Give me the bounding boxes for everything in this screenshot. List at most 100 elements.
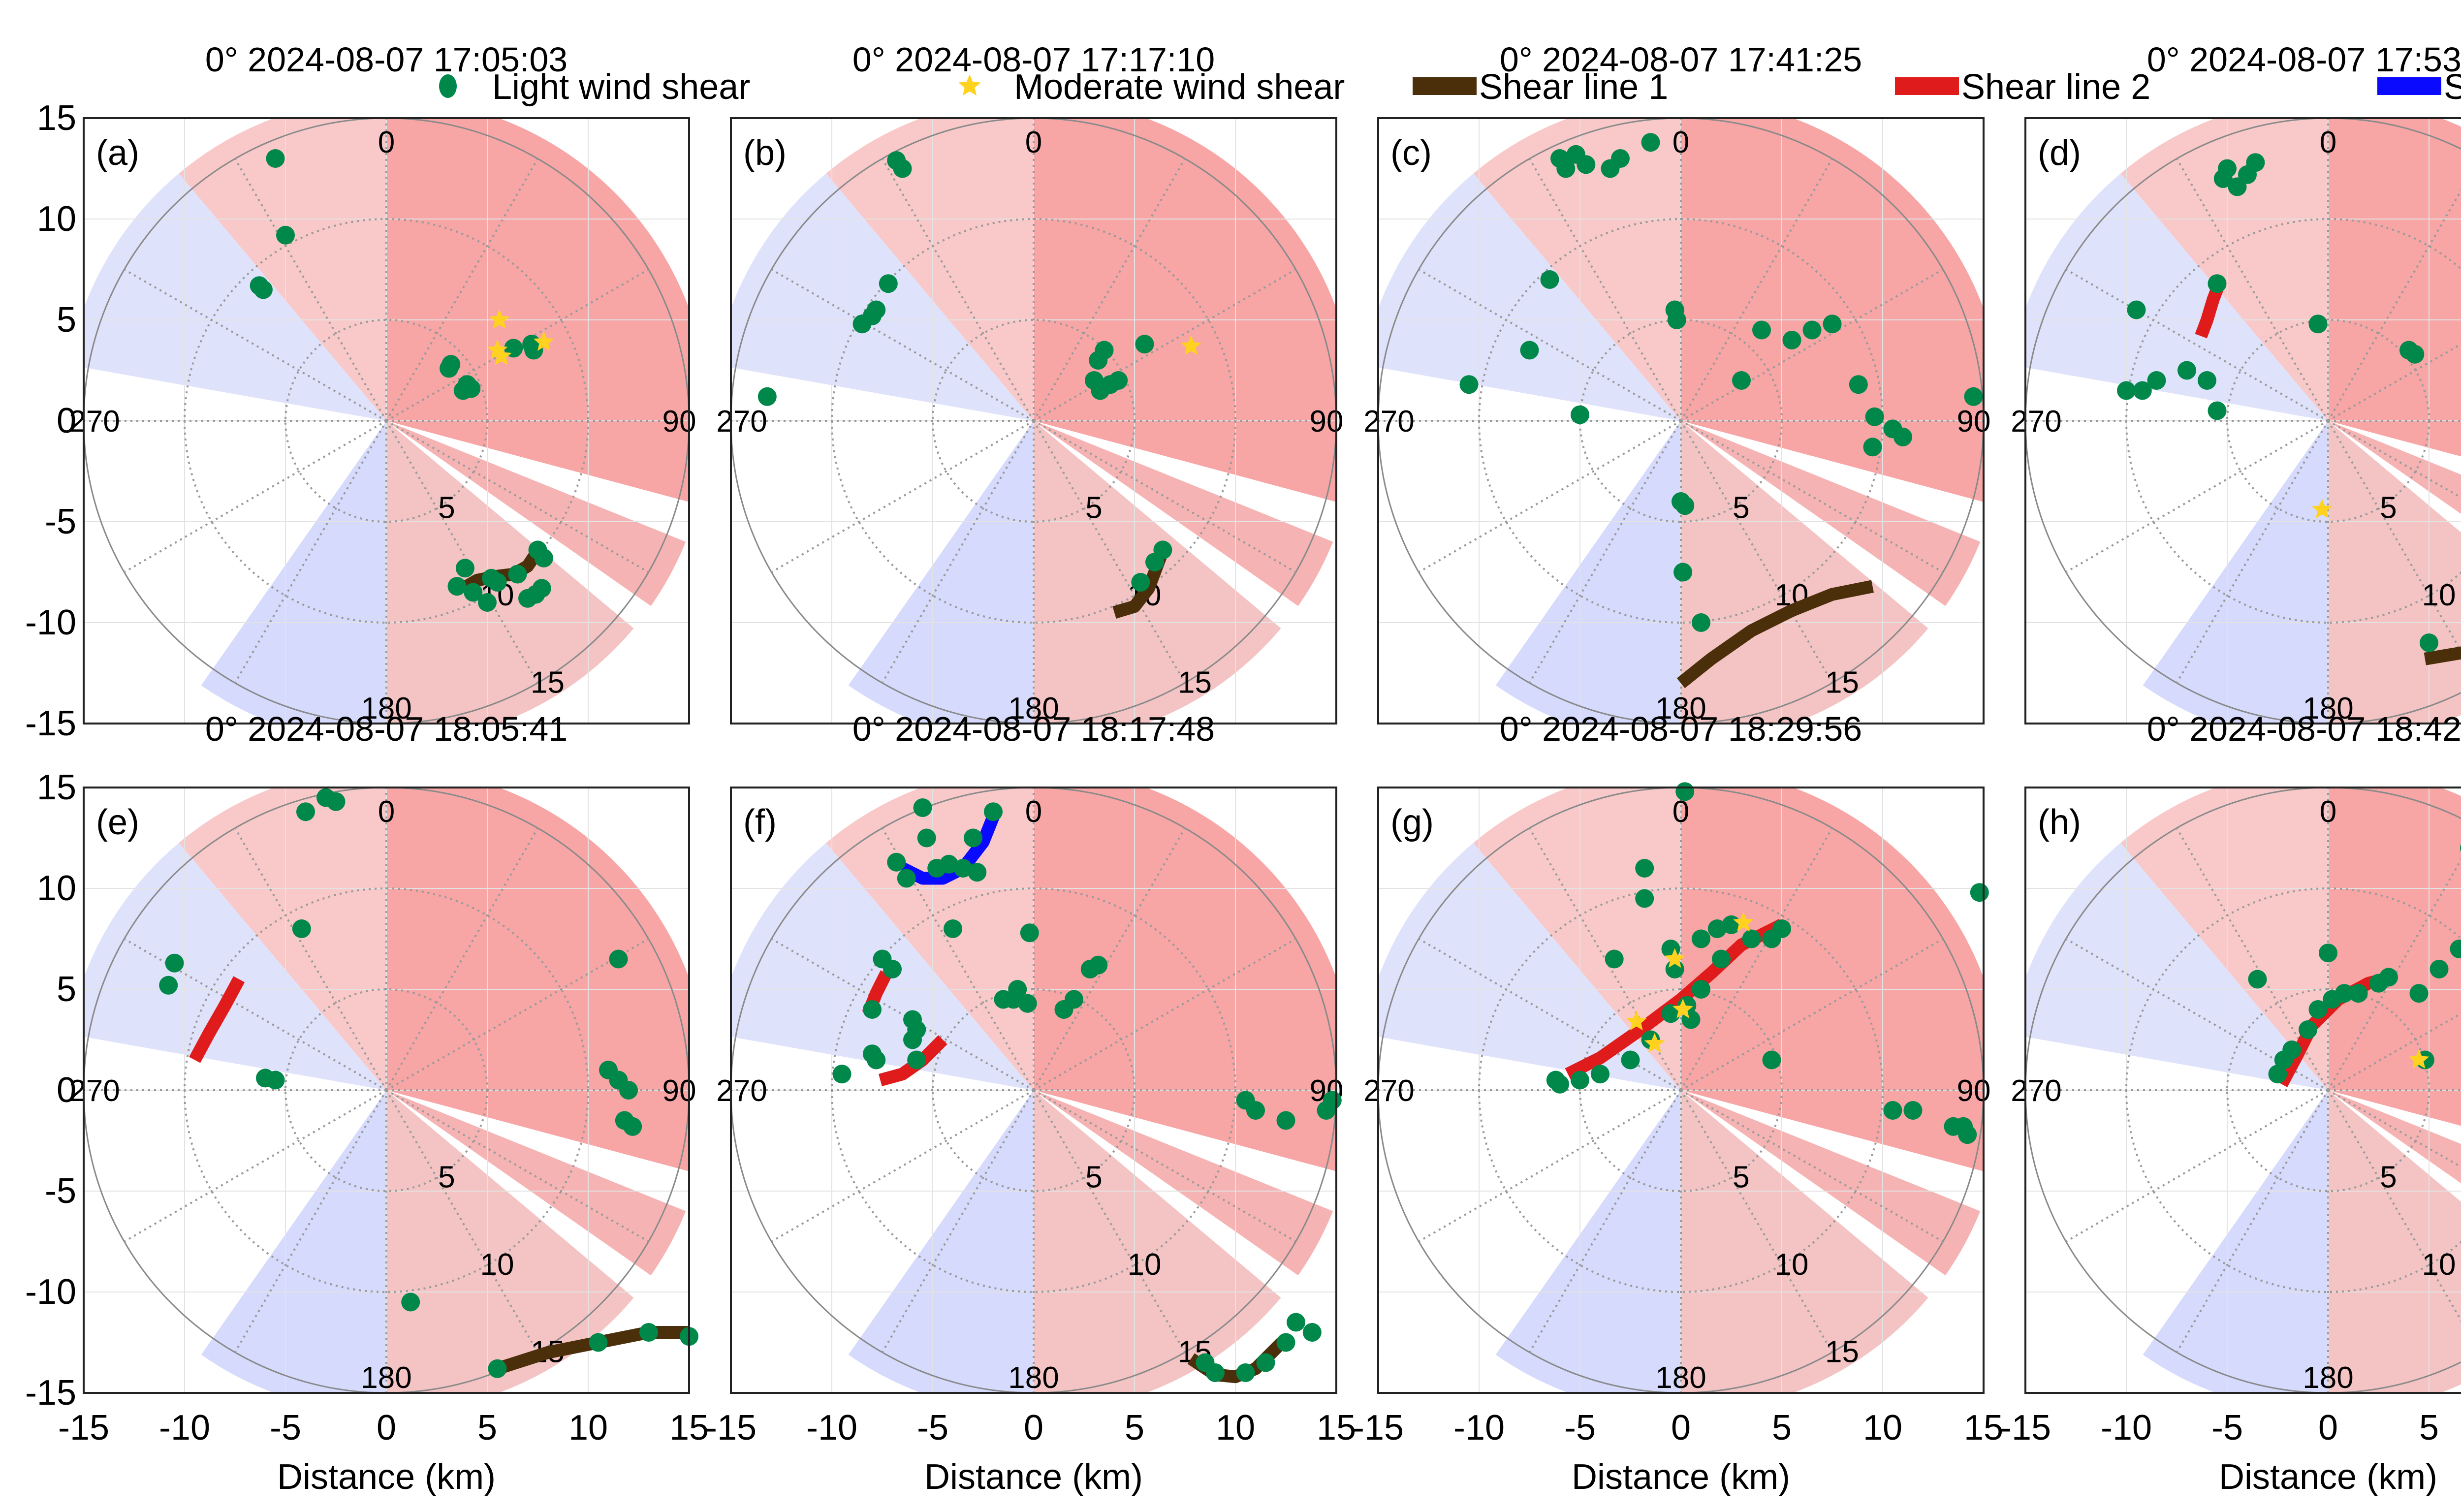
angle-label-180: 180	[2303, 692, 2353, 725]
x-tick-label: -15	[1353, 1408, 1404, 1448]
light-wind-shear-point	[867, 1050, 886, 1070]
light-wind-shear-point	[1571, 405, 1589, 424]
axes-box	[2024, 787, 2461, 1394]
range-label: 10	[2422, 578, 2456, 612]
light-wind-shear-point	[1236, 1363, 1255, 1382]
range-label: 10	[1775, 1248, 1809, 1282]
light-wind-shear-point	[462, 379, 481, 398]
legend-label: Light wind shear	[492, 67, 750, 107]
velocity-sector	[1034, 788, 1336, 1171]
angle-label-270: 270	[716, 405, 767, 439]
light-wind-shear-point	[2420, 633, 2438, 652]
panel-a: 0° 2024-08-07 17:05:03 0 90 180 270 5 10 15 (a) 1…	[25, 40, 696, 743]
angle-label-90: 90	[1310, 405, 1344, 439]
velocity-sector	[1378, 843, 1681, 1090]
light-wind-shear-point	[1520, 341, 1539, 360]
light-wind-shear-point	[1591, 1065, 1609, 1084]
velocity-sector	[386, 1090, 686, 1276]
light-wind-shear-point	[1673, 563, 1693, 582]
range-label: 5	[438, 491, 455, 525]
x-tick-label: 15	[1964, 1408, 2003, 1448]
velocity-sector	[848, 1090, 1034, 1393]
angle-label-270: 270	[69, 1074, 120, 1108]
panel-h: 0° 2024-08-07 18:42:0409018027051015(h)-…	[2000, 710, 2461, 1497]
legend-marker-line-icon	[1895, 77, 1959, 95]
velocity-sector	[1681, 1090, 1981, 1276]
light-wind-shear-point	[639, 1323, 658, 1342]
light-wind-shear-point	[1958, 1125, 1977, 1144]
light-wind-shear-point	[2335, 984, 2354, 1003]
angle-label-0: 0	[1672, 126, 1689, 159]
y-tick-label: 5	[57, 300, 76, 340]
angle-label-180: 180	[361, 1361, 411, 1395]
velocity-sector	[386, 118, 689, 502]
light-wind-shear-point	[1550, 1074, 1569, 1094]
panel-title: 0° 2024-08-07 18:42:04	[2147, 710, 2461, 748]
light-wind-shear-point	[1256, 1353, 1275, 1372]
x-tick-label: 0	[1024, 1408, 1043, 1448]
x-tick-label: -5	[1564, 1408, 1596, 1448]
panel-title: 0° 2024-08-07 17:17:10	[852, 40, 1215, 79]
panel-tag: (c)	[1390, 133, 1432, 173]
light-wind-shear-point	[253, 280, 273, 299]
light-wind-shear-point	[1722, 915, 1741, 934]
velocity-sector	[179, 118, 386, 421]
light-wind-shear-point	[589, 1333, 608, 1352]
velocity-field	[1378, 118, 1984, 724]
light-wind-shear-point	[1109, 371, 1128, 390]
angle-label-90: 90	[663, 1074, 696, 1108]
velocity-sector	[826, 118, 1034, 421]
light-wind-shear-point	[2282, 1040, 2302, 1059]
light-wind-shear-point	[488, 573, 507, 592]
moderate-wind-shear-point	[491, 345, 512, 365]
light-wind-shear-point	[1692, 929, 1710, 948]
light-wind-shear-point	[1276, 1111, 1295, 1130]
light-wind-shear-point	[1246, 1101, 1265, 1120]
x-tick-label: 10	[1863, 1408, 1902, 1448]
light-wind-shear-point	[2177, 361, 2196, 380]
light-wind-shear-point	[1611, 149, 1630, 168]
x-tick-label: -10	[159, 1408, 210, 1448]
velocity-sector	[2120, 118, 2328, 421]
light-wind-shear-point	[1661, 1004, 1680, 1023]
light-wind-shear-point	[2248, 970, 2267, 989]
x-tick-label: -5	[2211, 1408, 2243, 1448]
light-wind-shear-point	[1018, 994, 1037, 1013]
light-wind-shear-point	[266, 149, 285, 168]
light-wind-shear-point	[2409, 984, 2429, 1003]
velocity-sector	[2328, 788, 2461, 1126]
light-wind-shear-point	[1675, 782, 1695, 801]
light-wind-shear-point	[296, 802, 315, 821]
angle-label-0: 0	[2320, 126, 2336, 159]
light-wind-shear-point	[1089, 955, 1108, 975]
shear-line2	[189, 976, 245, 1063]
light-wind-shear-point	[2349, 984, 2368, 1003]
x-tick-label: -15	[58, 1408, 109, 1448]
legend-item-line1: Shear line 1	[1413, 67, 1668, 107]
light-wind-shear-point	[2208, 401, 2227, 420]
x-tick-label: -10	[2101, 1408, 2152, 1448]
light-wind-shear-point	[863, 1000, 882, 1019]
y-tick-label: -5	[45, 502, 76, 541]
velocity-sector	[2143, 1090, 2328, 1393]
light-wind-shear-point	[1667, 311, 1686, 329]
range-label: 5	[1085, 491, 1102, 525]
panel-d: 0° 2024-08-07 17:53:3309018027051015(d)	[2011, 40, 2461, 725]
legend-item-line3: Shear line 3	[2377, 67, 2461, 107]
range-label: 10	[2422, 1248, 2456, 1282]
shear-line1	[2424, 646, 2461, 665]
light-wind-shear-point	[1712, 949, 1731, 969]
x-tick-label: -5	[270, 1408, 301, 1448]
shear-line1	[1676, 580, 1874, 689]
light-wind-shear-point	[1153, 540, 1172, 560]
velocity-sector	[2328, 1090, 2461, 1184]
moderate-wind-shear-point	[2408, 1049, 2429, 1069]
velocity-sector	[201, 421, 386, 724]
velocity-field	[731, 118, 1336, 724]
x-tick-label: -15	[2000, 1408, 2051, 1448]
range-label: 5	[438, 1161, 455, 1195]
light-wind-shear-point	[1762, 1050, 1781, 1070]
angle-label-180: 180	[1008, 1361, 1059, 1395]
axes-box	[83, 787, 690, 1394]
